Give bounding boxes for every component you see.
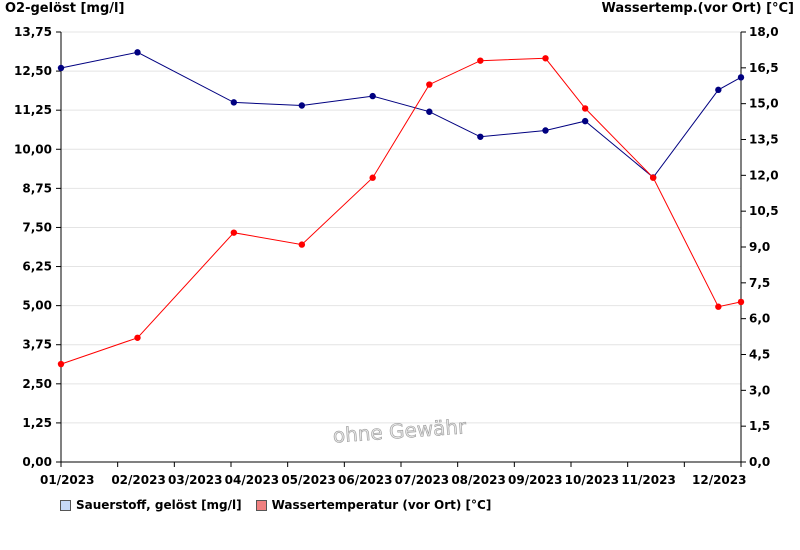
right-axis-tick-label: 18,0: [749, 25, 779, 39]
data-point-1: [57, 360, 65, 368]
right-axis-tick-label: 13,5: [749, 133, 779, 147]
legend-swatch-oxygen: [60, 499, 71, 511]
left-axis-tick-label: 7,50: [22, 220, 52, 234]
data-point-1: [230, 229, 238, 236]
line-chart: 0,00 1,25 2,50 3,75 5,00 6,25 7,50 8,75 10,00 11,…: [14, 25, 779, 487]
right-axis-tick-label: 6,0: [749, 312, 770, 326]
data-point-1: [426, 81, 433, 88]
x-axis-tick-label: 09/2023: [508, 473, 562, 487]
left-axis-tick-label: 2,50: [22, 377, 52, 391]
right-axis-tick-label: 9,0: [749, 240, 770, 254]
data-point-0: [542, 127, 549, 134]
x-axis-tick-label: 03/2023: [168, 473, 222, 487]
left-axis-tick-label: 3,75: [22, 338, 52, 352]
right-axis-tick-label: 10,5: [749, 204, 779, 218]
data-point-0: [581, 117, 589, 125]
legend-item-oxygen: Sauerstoff, gelöst [mg/l]: [60, 498, 242, 512]
data-point-0: [715, 86, 722, 94]
x-axis-tick-label: 02/2023: [111, 473, 165, 487]
legend-swatch-temperature: [255, 499, 267, 511]
data-point-1: [715, 303, 722, 310]
x-axis-tick-label: 06/2023: [338, 473, 392, 487]
right-axis-tick-label: 0,0: [749, 455, 770, 469]
legend: Sauerstoff, gelöst [mg/l] Wassertemperat…: [60, 498, 491, 512]
legend-label-oxygen: Sauerstoff, gelöst [mg/l]: [76, 498, 242, 512]
x-axis-tick-label: 08/2023: [451, 473, 505, 487]
data-point-1: [649, 174, 657, 181]
legend-label-temperature: Wassertemperatur (vor Ort) [°C]: [271, 498, 492, 512]
data-point-1: [477, 57, 484, 64]
right-axis-tick-label: 15,0: [749, 97, 779, 111]
right-axis-tick-label: 7,5: [749, 276, 770, 290]
data-point-0: [298, 102, 306, 109]
right-axis-tick-label: 3,0: [749, 383, 770, 397]
series-line-0: [60, 51, 742, 179]
x-axis-tick-label: 04/2023: [225, 473, 279, 487]
x-axis-tick-label: 11/2023: [621, 473, 675, 487]
right-axis-tick-label: 4,5: [749, 348, 770, 362]
left-axis-tick-label: 6,25: [22, 260, 52, 274]
right-axis-tick-label: 16,5: [749, 61, 779, 75]
left-axis-title: O2-gelöst [mg/l]: [5, 1, 125, 16]
legend-item-temperature: Wassertemperatur (vor Ort) [°C]: [255, 498, 492, 512]
data-point-1: [581, 105, 589, 112]
left-axis-tick-label: 0,00: [22, 455, 52, 469]
x-axis-tick-label: 05/2023: [281, 473, 335, 487]
data-point-1: [298, 241, 306, 248]
data-point-0: [134, 49, 141, 56]
series-line-1: [60, 57, 742, 365]
data-point-0: [230, 99, 238, 106]
data-point-0: [369, 92, 376, 100]
left-axis-tick-label: 13,75: [14, 25, 52, 39]
right-axis-title: Wassertemp.(vor Ort) [°C]: [601, 1, 794, 16]
right-axis-tick-label: 1,5: [749, 419, 770, 433]
left-axis-tick-label: 5,00: [22, 299, 52, 313]
left-axis-tick-label: 1,25: [22, 416, 52, 430]
data-point-0: [737, 74, 745, 81]
x-axis-tick-label: 01/2023: [40, 473, 94, 487]
left-axis-tick-label: 11,25: [14, 103, 52, 117]
data-point-0: [426, 108, 433, 115]
right-axis-tick-label: 12,0: [749, 168, 779, 182]
data-point-0: [57, 64, 65, 72]
x-axis-tick-label: 07/2023: [395, 473, 449, 487]
left-axis-tick-label: 12,50: [14, 64, 52, 78]
data-point-1: [134, 334, 141, 341]
data-point-1: [369, 174, 376, 181]
data-point-1: [737, 298, 745, 306]
left-axis-tick-label: 8,75: [22, 181, 52, 195]
data-point-0: [477, 133, 484, 140]
watermark-text: ohne Gewähr: [332, 414, 468, 447]
x-axis-tick-label: 10/2023: [565, 473, 619, 487]
x-axis-tick-label: 12/2023: [692, 473, 746, 487]
data-point-1: [542, 55, 549, 62]
left-axis-tick-label: 10,00: [14, 142, 52, 156]
